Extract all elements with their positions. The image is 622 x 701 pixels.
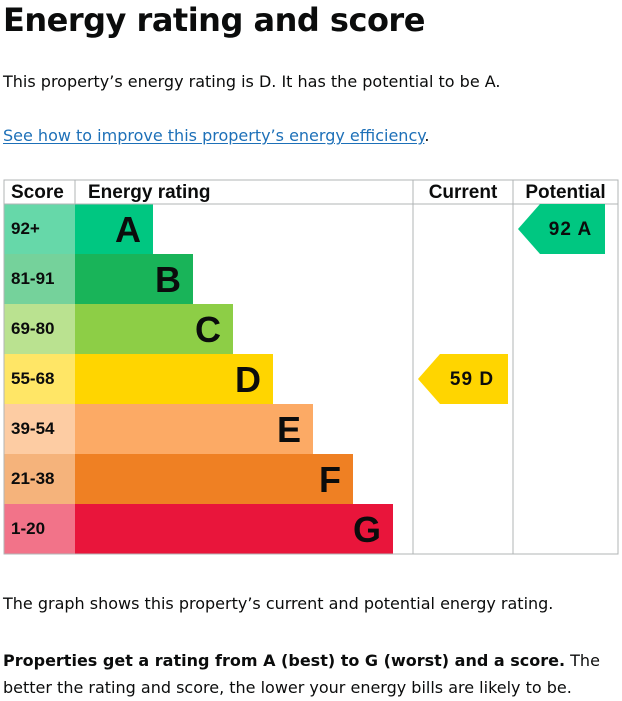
- score-range-f: 21-38: [11, 469, 54, 488]
- current-rating-arrow: [418, 354, 508, 404]
- rating-bar-a: [75, 204, 153, 254]
- header-current: Current: [429, 182, 498, 203]
- rating-bar-g: [75, 504, 393, 554]
- rating-letter-b: B: [155, 259, 181, 300]
- header-energy-rating: Energy rating: [88, 182, 210, 203]
- score-cell-f: [4, 454, 75, 504]
- rating-explanation-bold: Properties get a rating from A (best) to…: [3, 651, 566, 670]
- rating-explanation: Properties get a rating from A (best) to…: [3, 647, 618, 701]
- score-range-c: 69-80: [11, 319, 54, 338]
- score-range-b: 81-91: [11, 269, 54, 288]
- rating-letter-f: F: [319, 459, 341, 500]
- score-cell-b: [4, 254, 75, 304]
- rating-bar-e: [75, 404, 313, 454]
- improve-efficiency-link[interactable]: See how to improve this property’s energ…: [3, 126, 425, 145]
- graph-note: The graph shows this property’s current …: [3, 594, 554, 613]
- score-cell-a: [4, 204, 75, 254]
- rating-letter-d: D: [235, 359, 261, 400]
- rating-bar-f: [75, 454, 353, 504]
- rating-letter-a: A: [115, 209, 141, 250]
- score-range-g: 1-20: [11, 519, 45, 538]
- page-title: Energy rating and score: [3, 1, 425, 39]
- potential-rating-arrow: [518, 204, 605, 254]
- score-range-d: 55-68: [11, 369, 54, 388]
- rating-bar-c: [75, 304, 233, 354]
- score-range-a: 92+: [11, 219, 40, 238]
- score-range-e: 39-54: [11, 419, 55, 438]
- header-potential: Potential: [525, 182, 605, 203]
- rating-explanation-rest: The better the rating and score, the low…: [3, 651, 600, 697]
- rating-bar-d: [75, 354, 273, 404]
- improve-paragraph: See how to improve this property’s energ…: [3, 124, 430, 148]
- energy-rating-chart: 92+ A 81-91 B 69-80 C 55-68 D 39-54 E 21-38 F 1-20 G S…: [3, 179, 619, 555]
- rating-letter-g: G: [353, 509, 381, 550]
- score-cell-g: [4, 504, 75, 554]
- header-score: Score: [11, 182, 64, 203]
- chart-border: [3, 179, 619, 555]
- rating-letter-c: C: [195, 309, 221, 350]
- score-cell-e: [4, 404, 75, 454]
- rating-bar-b: [75, 254, 193, 304]
- score-cell-d: [4, 354, 75, 404]
- rating-letter-e: E: [277, 409, 301, 450]
- rating-summary: This property’s energy rating is D. It h…: [3, 72, 501, 91]
- score-cell-c: [4, 304, 75, 354]
- current-rating-label: 59 D: [450, 369, 494, 390]
- potential-rating-label: 92 A: [549, 219, 592, 240]
- improve-link-suffix: .: [424, 126, 430, 145]
